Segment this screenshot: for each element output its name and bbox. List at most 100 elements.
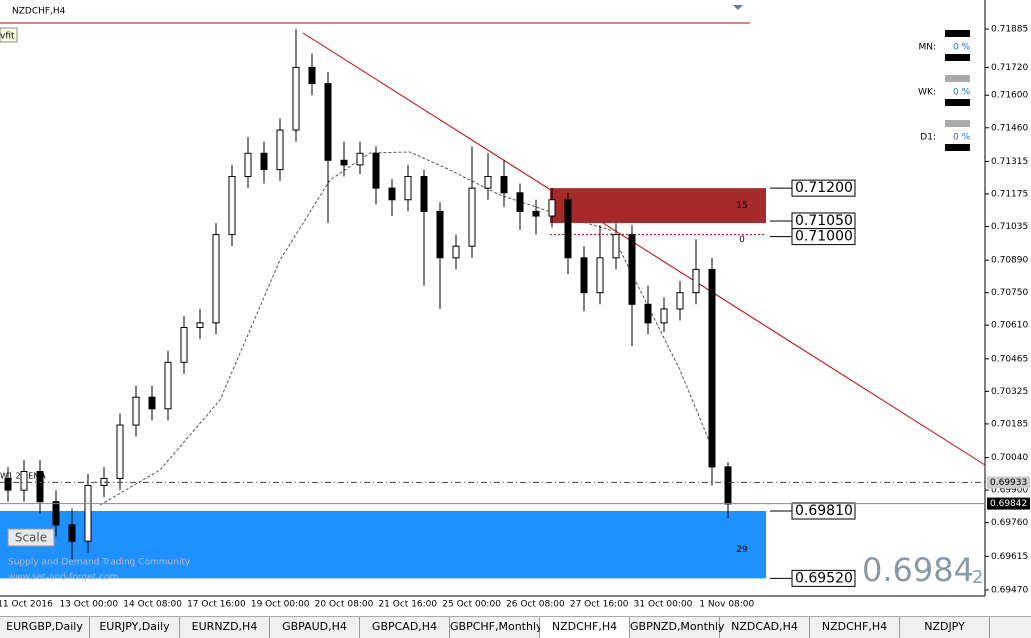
candle-body bbox=[452, 245, 460, 259]
level-box bbox=[791, 502, 856, 520]
x-tick-label: 25 Oct 00:00 bbox=[442, 600, 501, 610]
chart-tab[interactable]: EURJPY,Daily bbox=[90, 617, 180, 638]
x-tick-label: 17 Oct 16:00 bbox=[187, 600, 246, 610]
y-tick-label: 0.70325 bbox=[991, 387, 1028, 397]
candle-body bbox=[116, 424, 124, 479]
candle-body bbox=[4, 477, 12, 491]
trend-line bbox=[302, 32, 986, 466]
candle-body bbox=[676, 292, 684, 310]
tab-bar: EURGBP,Daily EURJPY,Daily EURNZD,H4 GBPAUD,… bbox=[0, 616, 1031, 638]
chart-tab[interactable]: EURGBP,Daily bbox=[0, 617, 90, 638]
chart-tab[interactable]: NZDJPY bbox=[900, 617, 990, 638]
x-tick-label: 14 Oct 08:00 bbox=[123, 600, 182, 610]
panel-value: 0 % bbox=[953, 133, 971, 143]
candle-body bbox=[404, 176, 412, 201]
x-tick-label: 20 Oct 08:00 bbox=[315, 600, 374, 610]
y-tick-label: 0.70890 bbox=[991, 256, 1028, 266]
price-marker-label: 0.69842 bbox=[990, 499, 1027, 509]
candle-body bbox=[212, 234, 220, 324]
price-marker bbox=[987, 497, 1030, 510]
y-tick-label: 0.71175 bbox=[991, 189, 1028, 199]
panel-label: D1: bbox=[920, 133, 936, 143]
candle-body bbox=[660, 308, 668, 324]
chart-tab[interactable]: EURNZD,H4 bbox=[180, 617, 270, 638]
price-marker bbox=[987, 476, 1030, 489]
x-tick-label: 27 Oct 16:00 bbox=[570, 600, 629, 610]
y-tick-label: 0.70465 bbox=[991, 354, 1028, 364]
candle-body bbox=[20, 471, 28, 491]
chart-tab[interactable]: NZDCHF,H4 bbox=[810, 617, 900, 638]
chart-tab[interactable]: NZDCAD,H4 bbox=[720, 617, 810, 638]
y-tick-label: 0.71035 bbox=[991, 222, 1028, 232]
candle-body bbox=[724, 466, 732, 505]
x-tick-label: 31 Oct 00:00 bbox=[634, 600, 693, 610]
chart-tab[interactable]: NZDCHF,H4 bbox=[540, 617, 630, 638]
candle-body bbox=[692, 268, 700, 294]
candle-body bbox=[228, 176, 236, 236]
panel-label: MN: bbox=[918, 43, 936, 53]
y-tick-label: 0.69615 bbox=[991, 552, 1028, 562]
candle-body bbox=[340, 159, 348, 166]
chart-tab[interactable]: GBPCHF,Monthly bbox=[450, 617, 543, 638]
candle-body bbox=[308, 66, 316, 85]
candle-body bbox=[436, 210, 444, 259]
chart-tab[interactable]: GBPCAD,H4 bbox=[360, 617, 450, 638]
candle-body bbox=[84, 484, 92, 542]
candle-body bbox=[564, 199, 572, 259]
candle-body bbox=[260, 152, 268, 171]
candle-body bbox=[52, 501, 60, 526]
candle-body bbox=[388, 187, 396, 201]
level-label: 0.71050 bbox=[795, 213, 853, 229]
price-marker-label: 0.69933 bbox=[990, 478, 1027, 488]
candle-body bbox=[292, 66, 300, 131]
y-tick-label: 0.70040 bbox=[991, 453, 1028, 463]
panel-label: WK: bbox=[918, 88, 936, 98]
chart-tab[interactable]: GBPNZD,Monthly bbox=[630, 617, 724, 638]
candle-body bbox=[164, 361, 172, 410]
watermark: www.set-and-forget.com bbox=[8, 573, 118, 583]
y-tick-label: 0.71315 bbox=[991, 157, 1028, 167]
candle-body bbox=[132, 396, 140, 426]
panel-value: 0 % bbox=[953, 43, 971, 53]
candle-body bbox=[708, 268, 716, 468]
candle-body bbox=[68, 524, 76, 542]
zone-count: 29 bbox=[736, 545, 748, 555]
fit-label: vfit bbox=[0, 32, 15, 42]
candle-body bbox=[532, 210, 540, 217]
y-tick-label: 0.69900 bbox=[991, 486, 1028, 496]
chart: NZDCHF,H4 vfit W1 20 EMA 152900.712000.7… bbox=[0, 0, 1030, 610]
x-tick-label: 21 Oct 16:00 bbox=[378, 600, 437, 610]
zone-extra: 0 bbox=[739, 235, 745, 245]
watermark: Supply and Demand Trading Community bbox=[8, 558, 191, 568]
candle-body bbox=[148, 396, 156, 410]
bias-bar bbox=[945, 54, 970, 61]
y-tick-label: 0.70750 bbox=[991, 288, 1028, 298]
level-box bbox=[791, 228, 856, 246]
y-tick-label: 0.71720 bbox=[991, 63, 1028, 73]
level-label: 0.71000 bbox=[795, 229, 853, 245]
y-tick-label: 0.71600 bbox=[991, 91, 1028, 101]
bias-bar bbox=[945, 99, 970, 106]
candle-body bbox=[516, 192, 524, 212]
symbol-title: NZDCHF,H4 bbox=[12, 7, 66, 17]
bias-bar bbox=[945, 144, 970, 151]
level-label: 0.69810 bbox=[795, 503, 853, 519]
scale-button[interactable] bbox=[7, 528, 55, 547]
bias-bar bbox=[945, 30, 970, 37]
bias-bar bbox=[945, 120, 970, 127]
candle-body bbox=[244, 152, 252, 178]
candle-body bbox=[196, 322, 204, 329]
candle-body bbox=[420, 176, 428, 212]
candle-body bbox=[356, 152, 364, 166]
candle-body bbox=[612, 234, 620, 259]
y-tick-label: 0.69470 bbox=[991, 585, 1028, 595]
candle-body bbox=[548, 199, 556, 217]
candle-body bbox=[484, 176, 492, 189]
y-tick-label: 0.70610 bbox=[991, 321, 1028, 331]
collapse-arrow[interactable] bbox=[733, 5, 743, 10]
candle-body bbox=[36, 471, 44, 503]
big-price-suffix: 2 bbox=[972, 567, 983, 588]
chart-tab[interactable]: GBPAUD,H4 bbox=[270, 617, 360, 638]
x-tick-label: 19 Oct 00:00 bbox=[251, 600, 310, 610]
